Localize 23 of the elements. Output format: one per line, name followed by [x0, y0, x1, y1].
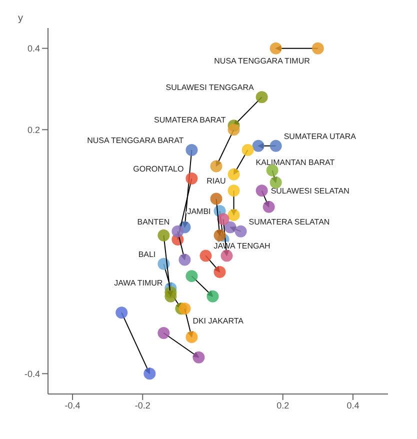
y-tick-label: 0.2 [27, 124, 40, 135]
series-label: JAMBI [187, 207, 211, 216]
y-tick-label: -0.4 [24, 368, 40, 379]
series-label: SUMATERA UTARA [284, 132, 357, 141]
series-label: NUSA TENGGARA TIMUR [214, 56, 310, 66]
x-tick-label: 0.2 [276, 400, 290, 410]
x-tick-label: -0.4 [64, 400, 80, 410]
series-label: BANTEN [137, 217, 170, 226]
series-label: SUMATERA SELATAN [248, 217, 330, 226]
series-label: RIAU [206, 176, 226, 186]
series-label: NUSA TENGGARA BARAT [87, 136, 184, 145]
series-label: GORONTALO [133, 164, 184, 174]
y-tick-label: 0.4 [27, 44, 40, 54]
x-tick-label: 0.4 [346, 400, 360, 410]
series-label: BALI [138, 250, 156, 259]
x-tick-label: -0.2 [134, 400, 150, 410]
series-label: DKI JAKARTA [192, 316, 244, 326]
series-label: JAWA TIMUR [114, 278, 163, 288]
series-label: SUMATERA BARAT [154, 116, 226, 125]
y-axis-title: y [18, 13, 23, 24]
series-label: SULAWESI TENGGARA [166, 83, 254, 92]
series-label: KALIMANTAN BARAT [256, 158, 335, 167]
series-label: SULAWESI SELATAN [270, 186, 350, 196]
